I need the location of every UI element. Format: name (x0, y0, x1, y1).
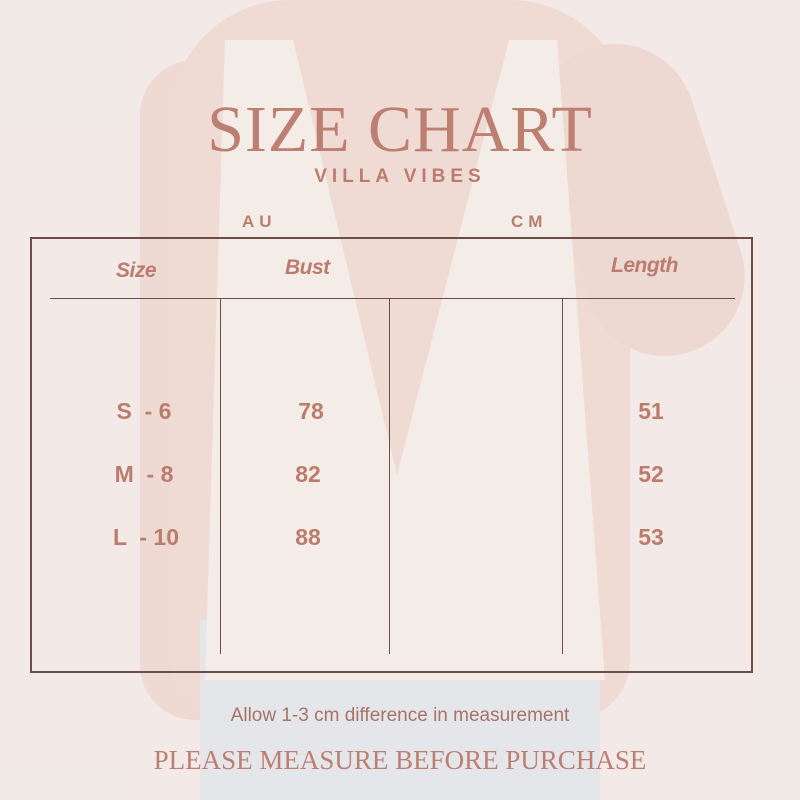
measurement-note: Allow 1-3 cm difference in measurement (230, 705, 570, 726)
row-bust: 82 (295, 461, 321, 487)
header-length: Length (611, 254, 678, 277)
size-table-border (30, 237, 753, 673)
row-size: M - 8 (114, 461, 174, 487)
brand-name: VILLA VIBES (314, 166, 486, 187)
page-title: SIZE CHART (207, 93, 593, 166)
column-divider (562, 298, 563, 654)
row-length: 51 (638, 398, 664, 424)
unit-au-label: AU (242, 212, 277, 231)
column-divider (389, 298, 390, 654)
row-bust: 88 (295, 524, 321, 550)
row-bust: 78 (298, 398, 324, 424)
row-length: 52 (638, 461, 664, 487)
column-divider (220, 298, 221, 654)
row-size: S - 6 (116, 398, 172, 424)
header-divider (50, 298, 735, 299)
header-bust: Bust (285, 256, 330, 279)
row-length: 53 (638, 524, 664, 550)
measure-notice: PLEASE MEASURE BEFORE PURCHASE (153, 745, 647, 775)
header-size: Size (116, 259, 157, 282)
unit-cm-label: CM (511, 212, 548, 231)
row-size: L - 10 (112, 524, 180, 550)
